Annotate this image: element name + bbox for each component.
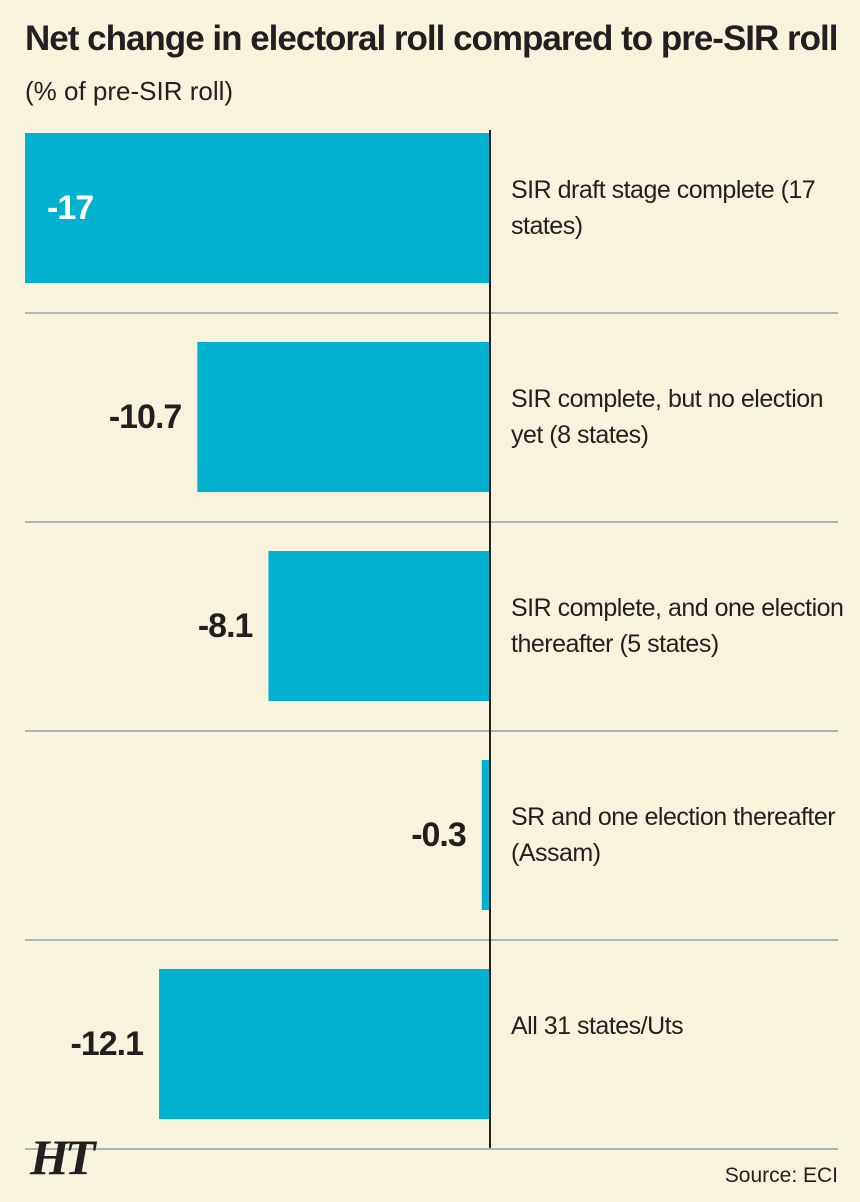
category-label: SIR draft stage complete (17 states) [511, 176, 816, 240]
value-label: -8.1 [197, 607, 254, 645]
category-label: SR and one election thereafter (Assam) [511, 803, 836, 867]
category-label: All 31 states/Uts [511, 1012, 684, 1040]
bar [197, 342, 490, 492]
bar [481, 760, 490, 910]
value-label: -0.3 [411, 816, 467, 854]
bar [25, 133, 490, 283]
chart-title-block: Net change in electoral roll compared to… [25, 14, 845, 116]
value-label: -12.1 [70, 1025, 144, 1063]
chart-subtitle: (% of pre-SIR roll) [25, 76, 234, 106]
category-label: SIR complete, and one election thereafte… [511, 594, 844, 658]
source: Source: ECI [724, 1164, 838, 1187]
value-label: -10.7 [108, 398, 182, 436]
category-label: SIR complete, but no election yet (8 sta… [511, 385, 824, 449]
value-label: -17 [47, 189, 94, 227]
logo: HT [30, 1129, 95, 1185]
bar [268, 551, 490, 701]
chart-title: Net change in electoral roll compared to… [25, 19, 838, 58]
bar [159, 969, 490, 1119]
